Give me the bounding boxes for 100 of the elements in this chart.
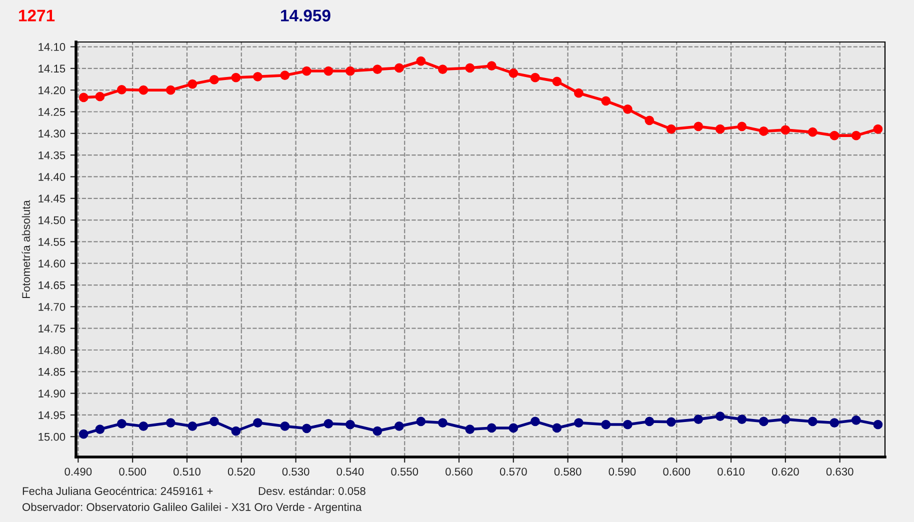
point <box>808 416 818 426</box>
point <box>465 63 475 73</box>
point <box>715 124 725 134</box>
point <box>737 122 747 132</box>
y-tick-label: 14.85 <box>38 368 66 376</box>
point <box>780 125 790 135</box>
x-tick-label: 0.510 <box>174 468 200 476</box>
point <box>280 70 290 80</box>
point <box>486 423 496 433</box>
point <box>372 64 382 74</box>
y-axis-title: Fotometría absoluta <box>22 200 30 298</box>
point <box>372 426 382 436</box>
point <box>694 414 704 424</box>
point <box>324 66 334 76</box>
text: Desv. estándar: 0.058 <box>258 486 366 495</box>
point <box>117 84 126 94</box>
y-tick-label: 14.35 <box>38 151 66 160</box>
y-tick-label: 14.70 <box>38 302 66 311</box>
point <box>530 416 540 426</box>
point <box>166 418 176 428</box>
point <box>416 416 426 426</box>
point <box>280 422 290 431</box>
point <box>508 68 518 78</box>
y-tick-label: 14.40 <box>38 172 66 181</box>
point <box>808 127 818 137</box>
point <box>346 420 355 430</box>
point <box>508 423 518 433</box>
y-tick-label: 14.30 <box>38 130 66 138</box>
x-tick-label: 0.610 <box>718 468 745 476</box>
point <box>394 422 404 431</box>
point <box>324 418 334 428</box>
point <box>486 61 496 71</box>
point <box>574 418 584 428</box>
point <box>166 85 176 95</box>
point <box>644 116 654 126</box>
point <box>530 72 540 82</box>
x-tick-label: 0.570 <box>500 468 527 476</box>
y-tick-label: 14.15 <box>38 64 66 73</box>
x-tick-label: 0.540 <box>336 468 364 476</box>
point <box>117 418 126 428</box>
text: Fecha Juliana Geocéntrica: 2459161 + <box>22 486 213 495</box>
point <box>231 426 241 436</box>
point <box>95 92 105 102</box>
y-tick-label: 14.50 <box>38 216 66 224</box>
point <box>95 424 105 434</box>
point <box>737 414 747 424</box>
point <box>438 418 448 428</box>
x-tick-label: 0.590 <box>608 468 636 476</box>
x-tick-label: 0.490 <box>64 468 92 476</box>
x-tick-label: 0.530 <box>282 468 310 476</box>
text: Observador: Observatorio Galileo Galilei - X31 Oro Verde - Argentina <box>22 502 362 514</box>
point <box>552 76 562 86</box>
point <box>188 79 198 89</box>
point <box>644 416 654 426</box>
x-tick-label: 0.620 <box>772 468 799 476</box>
chart-title: 1271 <box>19 10 55 22</box>
point <box>78 429 88 439</box>
point <box>666 417 676 427</box>
point <box>346 66 355 76</box>
point <box>830 418 840 428</box>
point <box>601 96 611 106</box>
point <box>302 66 312 76</box>
point <box>622 420 632 430</box>
point <box>873 124 883 134</box>
y-tick-label: 14.25 <box>38 108 66 116</box>
x-tick-label: 0.630 <box>826 468 854 476</box>
chart-subtitle: 14.959 <box>281 10 330 22</box>
point <box>780 414 790 424</box>
y-tick-label: 14.65 <box>38 281 66 290</box>
y-tick-label: 14.95 <box>38 411 66 420</box>
x-tick-label: 0.550 <box>391 468 418 476</box>
y-tick-label: 14.55 <box>38 238 66 246</box>
y-tick-label: 15.00 <box>38 432 66 441</box>
y-tick-label: 14.75 <box>38 324 66 332</box>
y-tick-label: 14.20 <box>38 86 66 94</box>
point <box>574 88 584 98</box>
point <box>873 420 883 430</box>
x-tick-label: 0.520 <box>228 468 255 476</box>
point <box>210 416 219 426</box>
point <box>758 416 768 426</box>
point <box>830 130 840 140</box>
point <box>138 85 148 95</box>
point <box>694 122 704 132</box>
point <box>138 422 148 431</box>
y-tick-label: 14.10 <box>38 43 66 51</box>
point <box>210 75 219 84</box>
point <box>188 422 198 431</box>
x-tick-label: 0.560 <box>446 468 472 476</box>
y-tick-label: 14.80 <box>38 346 66 354</box>
y-tick-label: 14.60 <box>38 260 66 268</box>
point <box>231 72 241 82</box>
point <box>758 126 768 136</box>
point <box>622 104 632 114</box>
point <box>78 92 88 102</box>
point <box>438 64 448 74</box>
y-tick-label: 14.90 <box>38 390 66 398</box>
point <box>302 424 312 434</box>
x-tick-label: 0.500 <box>119 468 146 476</box>
y-tick-label: 14.45 <box>38 194 66 203</box>
point <box>465 424 475 434</box>
